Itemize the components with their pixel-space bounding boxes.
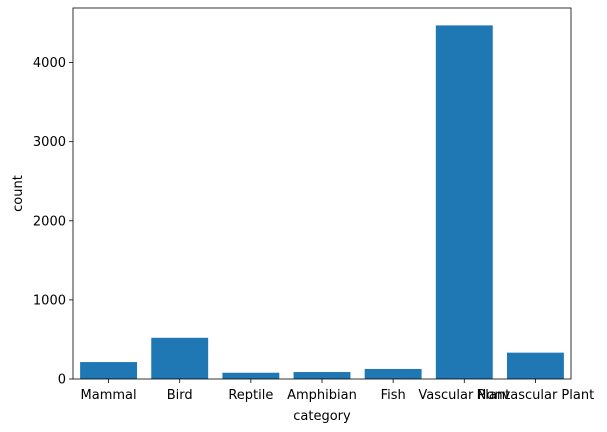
x-tick-label: Vascular Plant: [418, 388, 510, 403]
x-axis-label: category: [293, 409, 351, 424]
y-tick-label: 3000: [33, 135, 66, 150]
x-axis-ticks: Mammal Bird Reptile Amphibian Fish Vascular P…: [81, 379, 595, 403]
y-tick-label: 2000: [33, 214, 66, 229]
y-axis-ticks: 0 1000 2000 3000 4000: [33, 56, 73, 388]
y-tick-label: 1000: [33, 293, 66, 308]
y-axis-label: count: [11, 175, 26, 212]
bar-fish: [364, 368, 422, 379]
x-tick-label: Fish: [381, 388, 406, 403]
x-tick-label: Bird: [167, 388, 193, 403]
x-tick-label: Reptile: [228, 388, 273, 403]
bars-group: [80, 25, 564, 379]
bar-amphibian: [293, 372, 351, 379]
bar-bird: [151, 337, 209, 379]
x-tick-label: Amphibian: [287, 388, 357, 403]
plot-frame: [72, 7, 572, 380]
x-tick-label: Nonvascular Plant: [477, 388, 595, 403]
bar-mammal: [80, 362, 138, 379]
x-tick-label: Mammal: [81, 388, 137, 403]
y-tick-label: 4000: [33, 56, 66, 71]
bar-nonvascular-plant: [506, 352, 564, 379]
bar-vascular-plant: [435, 25, 493, 379]
y-tick-label: 0: [58, 373, 66, 388]
bar-reptile: [222, 372, 280, 379]
